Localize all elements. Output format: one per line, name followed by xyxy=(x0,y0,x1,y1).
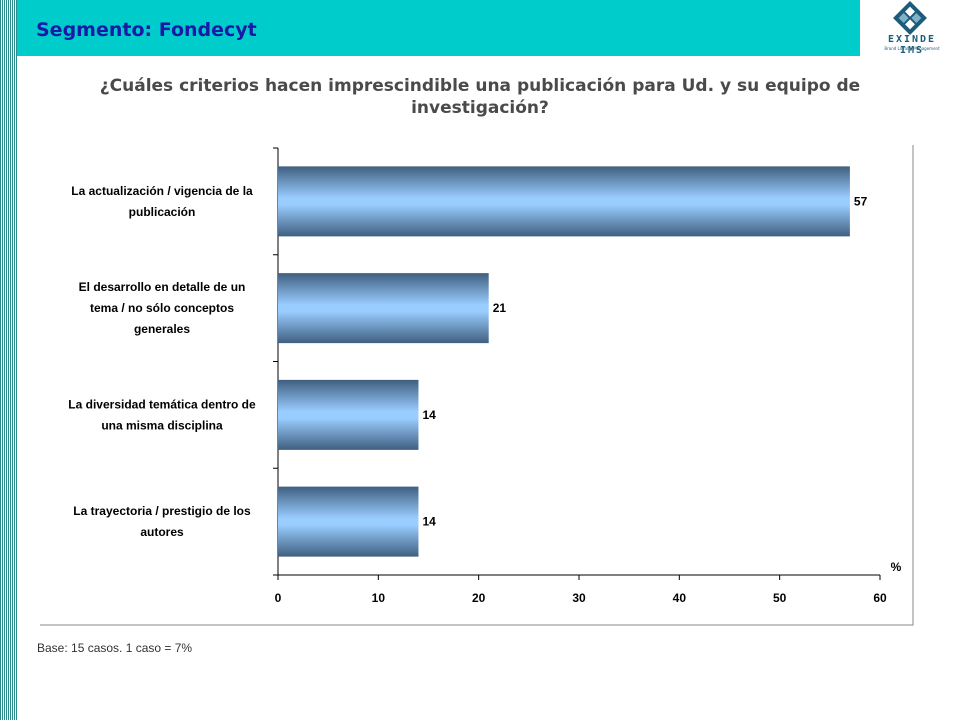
bar-data-label: 21 xyxy=(493,301,507,315)
chart-area: 0 10 20 30 40 50 60% 57 La actualización / vigen… xyxy=(40,140,920,630)
logo-mark-icon xyxy=(893,1,927,35)
bar xyxy=(278,273,489,344)
x-tick-label: 40 xyxy=(673,591,687,605)
category-label: La trayectoria / prestigio de los xyxy=(73,504,251,518)
decorative-stripes xyxy=(0,0,17,720)
bar-data-label: 14 xyxy=(422,515,436,529)
bar xyxy=(278,379,419,450)
x-unit-label: % xyxy=(891,560,902,574)
category-label: una misma disciplina xyxy=(101,418,223,432)
category-label: La diversidad temática dentro de xyxy=(68,397,256,411)
x-tick-label: 20 xyxy=(472,591,486,605)
base-note: Base: 15 casos. 1 caso = 7% xyxy=(37,641,193,655)
category-label: generales xyxy=(134,322,190,336)
category-label: tema / no sólo conceptos xyxy=(90,301,234,315)
x-tick-label: 10 xyxy=(372,591,386,605)
bar xyxy=(278,166,850,237)
logo-tagline: Brand Loyalty Management xyxy=(884,46,940,51)
bar xyxy=(278,486,419,557)
company-logo: EXINDE IMS Brand Loyalty Management xyxy=(860,0,960,56)
x-tick-label: 50 xyxy=(773,591,787,605)
x-tick-label: 0 xyxy=(275,591,282,605)
category-label: La actualización / vigencia de la xyxy=(71,184,253,198)
bar-data-label: 57 xyxy=(854,194,868,208)
bar-data-label: 14 xyxy=(422,408,436,422)
page-title: Segmento: Fondecyt xyxy=(36,19,257,41)
category-label: El desarrollo en detalle de un xyxy=(79,280,246,294)
bar-chart: 0 10 20 30 40 50 60% 57 La actualización / vigen… xyxy=(40,145,914,626)
logo-text: EXINDE IMS xyxy=(887,34,937,56)
category-label: autores xyxy=(140,525,184,539)
chart-frame-border xyxy=(40,145,914,626)
chart-title: ¿Cuáles criterios hacen imprescindible u… xyxy=(99,76,861,118)
x-tick-label: 30 xyxy=(572,591,586,605)
header-bar xyxy=(17,0,960,56)
category-label: publicación xyxy=(129,205,196,219)
x-tick-label: 60 xyxy=(873,591,887,605)
